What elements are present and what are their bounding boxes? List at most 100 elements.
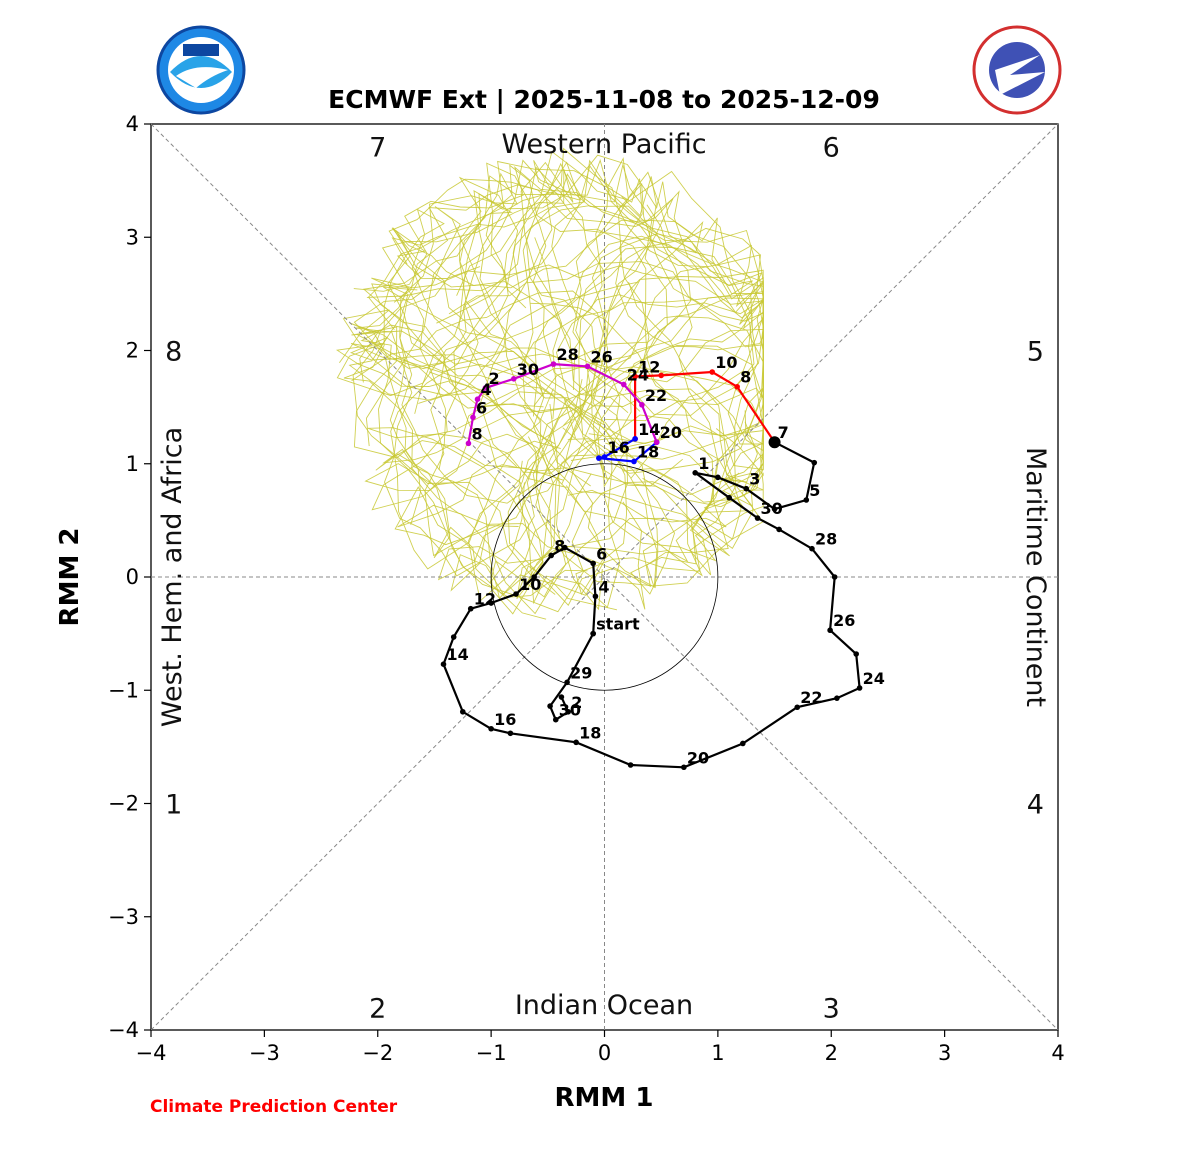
point-label: 20 <box>660 423 682 442</box>
ensemble-trajectory <box>458 176 764 557</box>
ensemble-trajectory <box>351 246 755 443</box>
data-point <box>450 634 457 640</box>
data-point <box>482 385 489 391</box>
ensemble-trajectory <box>541 171 764 441</box>
ensemble-trajectory <box>485 164 729 588</box>
point-label: 30 <box>761 499 783 518</box>
y-tick-label: −1 <box>108 678 139 702</box>
data-point <box>488 725 494 732</box>
ensemble-members <box>335 147 764 620</box>
data-point <box>564 679 570 686</box>
ensemble-trajectory <box>349 322 764 550</box>
data-point <box>558 694 565 700</box>
data-point <box>547 703 553 709</box>
ensemble-trajectory <box>355 283 606 620</box>
x-tick-label: 1 <box>711 1041 724 1065</box>
x-tick-label: 4 <box>1051 1041 1064 1065</box>
point-label: 26 <box>590 347 612 366</box>
data-point <box>740 740 746 747</box>
data-point <box>715 474 721 481</box>
point-label: 29 <box>570 663 592 682</box>
data-point <box>548 552 555 559</box>
data-point <box>573 739 579 746</box>
point-label: 2 <box>571 693 582 712</box>
point-label: 1 <box>698 454 709 473</box>
ensemble-trajectory <box>395 170 764 606</box>
data-point <box>550 361 557 367</box>
ensemble-trajectory <box>362 160 650 557</box>
point-label: 5 <box>809 481 820 500</box>
data-point <box>565 708 572 715</box>
data-point <box>803 497 810 503</box>
data-point <box>592 593 599 600</box>
x-tick-label: −1 <box>476 1041 507 1065</box>
data-point <box>632 373 638 380</box>
point-label: 20 <box>687 748 709 767</box>
footer-credit: Climate Prediction Center <box>150 1097 398 1117</box>
point-label: 28 <box>815 530 837 549</box>
noaa-logo <box>156 25 246 115</box>
data-point <box>853 651 859 657</box>
nws-logo <box>972 25 1062 115</box>
x-axis-label: RMM 1 <box>555 1083 654 1113</box>
data-point <box>794 704 801 711</box>
data-point <box>590 560 596 567</box>
chart-title: ECMWF Ext | 2025-11-08 to 2025-12-09 <box>328 85 880 114</box>
ensemble-trajectory <box>348 281 639 595</box>
point-label: 30 <box>559 701 581 720</box>
ensemble-trajectory <box>525 147 753 487</box>
phase-number: 8 <box>165 337 182 368</box>
point-label: 18 <box>579 723 601 742</box>
point-label: 26 <box>833 611 855 630</box>
data-point <box>754 515 761 521</box>
data-point <box>831 574 838 580</box>
point-label: 16 <box>494 710 516 729</box>
point-label: 6 <box>596 544 607 563</box>
ensemble-trajectory <box>388 178 764 405</box>
data-point <box>734 383 740 390</box>
phase-number: 2 <box>369 993 386 1024</box>
y-tick-label: 0 <box>126 565 139 589</box>
point-label: 10 <box>715 353 737 372</box>
x-tick-label: −3 <box>249 1041 280 1065</box>
data-point <box>631 458 637 465</box>
data-point <box>627 762 634 768</box>
data-point <box>809 545 815 552</box>
region-label-bottom: Indian Ocean <box>515 990 693 1021</box>
phase-number: 3 <box>823 993 840 1024</box>
point-label: 28 <box>556 345 578 364</box>
point-label: start <box>596 615 640 634</box>
data-point <box>531 574 538 580</box>
data-point <box>601 454 608 460</box>
point-label: 3 <box>749 470 760 489</box>
data-point <box>440 661 447 668</box>
data-point <box>562 544 568 551</box>
point-label: 30 <box>517 360 539 379</box>
x-tick-label: −4 <box>136 1041 167 1065</box>
region-label-left: West. Hem. and Africa <box>157 427 188 727</box>
unit-circle <box>490 463 719 691</box>
point-label: 14 <box>638 420 660 439</box>
data-point <box>776 526 782 533</box>
point-label: 8 <box>554 536 565 555</box>
phase-number: 7 <box>369 133 386 164</box>
y-tick-label: −2 <box>108 792 139 816</box>
data-point <box>709 369 716 375</box>
data-point <box>639 402 645 408</box>
data-point <box>811 459 818 466</box>
ensemble-trajectory <box>352 159 668 595</box>
y-tick-label: 3 <box>126 225 139 249</box>
data-point <box>552 716 559 723</box>
data-point <box>584 363 591 370</box>
data-point <box>692 470 698 476</box>
ensemble-trajectory <box>390 162 629 570</box>
ensemble-trajectory <box>524 297 764 589</box>
x-tick-label: 2 <box>825 1041 838 1065</box>
data-point <box>507 730 514 737</box>
point-label: 8 <box>471 424 482 443</box>
point-label: 16 <box>608 438 630 457</box>
data-point <box>681 764 687 771</box>
diagonal-line <box>150 123 1059 1031</box>
series-line <box>633 370 776 443</box>
